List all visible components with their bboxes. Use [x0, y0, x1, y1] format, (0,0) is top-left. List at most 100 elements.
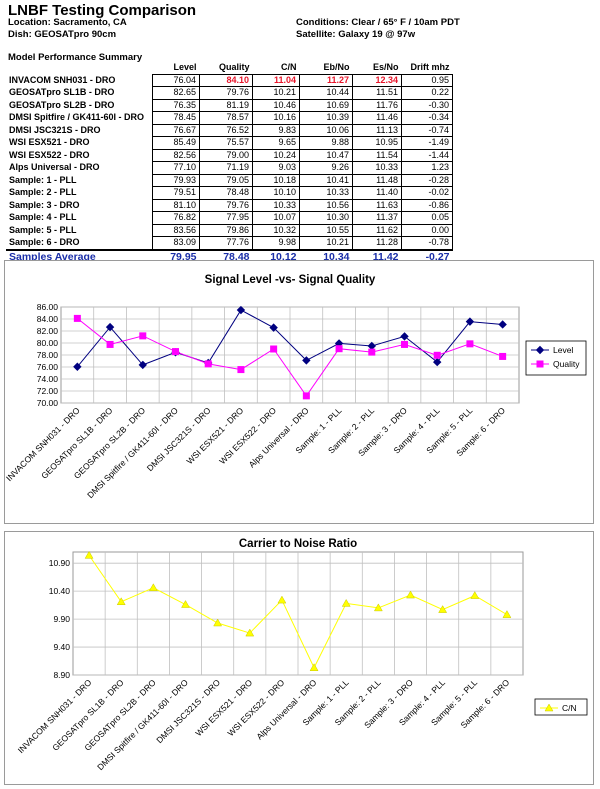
data-point	[148, 583, 158, 592]
legend-label: Level	[553, 345, 573, 355]
legend-label: Quality	[553, 359, 580, 369]
table-cell: 10.06	[299, 123, 353, 137]
table-cell: 11.76	[352, 98, 402, 112]
row-label: GEOSATpro SL2B - DRO	[9, 99, 115, 110]
table-row: WSI ESX521 - DRO 85.49 75.57 9.65 9.88 10.95-…	[6, 136, 453, 150]
table-cell: 11.40	[352, 186, 402, 200]
table-cell: 0.95	[401, 73, 453, 87]
table-row: Sample: 1 - PLL 79.93 79.05 10.18 10.41 11.48…	[6, 173, 453, 187]
table-cell: 10.47	[299, 148, 353, 162]
data-point	[302, 356, 311, 365]
data-point	[438, 605, 448, 613]
table-cell: 76.04	[152, 73, 200, 87]
table-cell: -0.78	[401, 236, 453, 250]
chart-title: Carrier to Noise Ratio	[239, 538, 357, 550]
data-point	[465, 317, 475, 326]
y-tick-label: 10.40	[49, 586, 71, 596]
table-cell: 76.52	[199, 123, 253, 137]
data-point	[236, 305, 246, 315]
table-cell: 11.62	[352, 223, 402, 237]
data-point	[270, 345, 278, 353]
table-cell: -0.86	[401, 198, 453, 212]
table-cell: 82.56	[152, 148, 200, 162]
table-header-row: Level Quality C/N Eb/No Es/No Drift mhz	[6, 62, 453, 74]
table-cell: 10.46	[252, 98, 300, 112]
data-point	[181, 600, 190, 608]
data-point	[237, 366, 245, 374]
table-cell: 10.18	[252, 173, 300, 187]
conditions-text: Conditions: Clear / 65° F / 10am PDT	[296, 17, 460, 28]
x-tick-label: Alps Universal - DRO	[247, 405, 311, 469]
table-cell: -0.34	[401, 111, 453, 125]
table-cell: 85.49	[152, 136, 200, 150]
data-point	[73, 362, 82, 371]
table-cell: 78.45	[152, 111, 200, 125]
row-label: DMSI JSC321S - DRO	[9, 124, 101, 135]
table-cell: 10.33	[299, 186, 353, 200]
row-label: Sample: 4 - PLL	[9, 212, 77, 223]
table-cell: 79.05	[199, 173, 253, 187]
table-cell: 10.32	[252, 223, 300, 237]
table-cell: 9.26	[299, 161, 353, 175]
table-cell: 10.56	[299, 198, 353, 212]
data-point	[433, 357, 442, 367]
table-cell: 1.23	[401, 161, 453, 175]
table-row: Sample: 4 - PLL 76.82 77.95 10.07 10.30 11.37…	[6, 211, 453, 225]
table-cell: 77.95	[199, 211, 253, 225]
table-cell: 11.04	[252, 73, 300, 87]
col-header: Drift mhz	[410, 62, 450, 73]
data-point	[84, 550, 94, 559]
legend-label: C/N	[562, 703, 577, 713]
table-cell: 0.22	[401, 86, 453, 100]
table-cell: 10.30	[299, 211, 353, 225]
table-cell: 83.56	[152, 223, 200, 237]
table-cell: 11.54	[352, 148, 402, 162]
row-label: GEOSATpro SL1B - DRO	[9, 87, 115, 98]
table-cell: -0.02	[401, 186, 453, 200]
table-row: GEOSATpro SL1B - DRO 82.65 79.76 10.21 10.44…	[6, 86, 453, 100]
table-cell: 11.46	[352, 111, 402, 125]
data-point	[401, 340, 408, 348]
table-cell: 79.00	[199, 148, 253, 162]
table-cell: 77.10	[152, 161, 200, 175]
y-tick-label: 9.90	[53, 614, 70, 624]
row-label: Sample: 1 - PLL	[9, 174, 77, 185]
data-point	[269, 323, 278, 332]
table-cell: 10.07	[252, 211, 300, 225]
table-cell: 76.82	[152, 211, 200, 225]
y-tick-label: 78.00	[37, 350, 59, 360]
series-line	[77, 318, 503, 397]
row-label: INVACOM SNH031 - DRO	[9, 74, 116, 85]
x-tick-label: Alps Universal - DRO	[254, 677, 318, 741]
table-cell: 11.63	[352, 198, 402, 212]
signal-chart-svg: Signal Level -vs- Signal Quality 70.00 72.…	[4, 274, 587, 500]
table-cell: 10.95	[352, 136, 402, 150]
data-point	[502, 610, 512, 618]
x-tick-label: WSI ESX521 - DRO	[184, 405, 245, 466]
row-label: WSI ESX521 - DRO	[9, 137, 90, 148]
col-header: C/N	[281, 62, 297, 73]
table-cell: 78.48	[199, 186, 253, 200]
data-point	[204, 360, 212, 368]
cn-chart-svg: Carrier to Noise Ratio 8.90 9.40 9.90 10.40 1…	[16, 538, 588, 772]
data-point	[466, 340, 474, 348]
row-label: DMSI Spitfire / GK411-60I - DRO	[9, 112, 145, 123]
table-cell: 11.37	[352, 211, 402, 225]
row-label: Sample: 3 - DRO	[9, 199, 80, 210]
table-cell: 11.51	[352, 86, 402, 100]
table-cell: 9.83	[252, 123, 300, 137]
table-cell: 11.48	[352, 173, 402, 187]
table-cell: 10.41	[299, 173, 353, 187]
page-title: LNBF Testing Comparison	[8, 2, 197, 19]
table-cell: 9.65	[252, 136, 300, 150]
y-tick-label: 84.00	[37, 314, 59, 324]
legend-marker	[536, 360, 544, 368]
table-row: Sample: 6 - DRO 83.09 77.76 9.98 10.21 11.28-…	[6, 236, 453, 250]
data-point	[406, 590, 415, 599]
data-point	[341, 598, 351, 607]
table-cell: 10.21	[299, 236, 353, 250]
y-tick-label: 76.00	[37, 362, 59, 372]
summary-title: Model Performance Summary	[8, 52, 143, 63]
table-cell: 82.65	[152, 86, 200, 100]
table-cell: 0.00	[401, 223, 453, 237]
